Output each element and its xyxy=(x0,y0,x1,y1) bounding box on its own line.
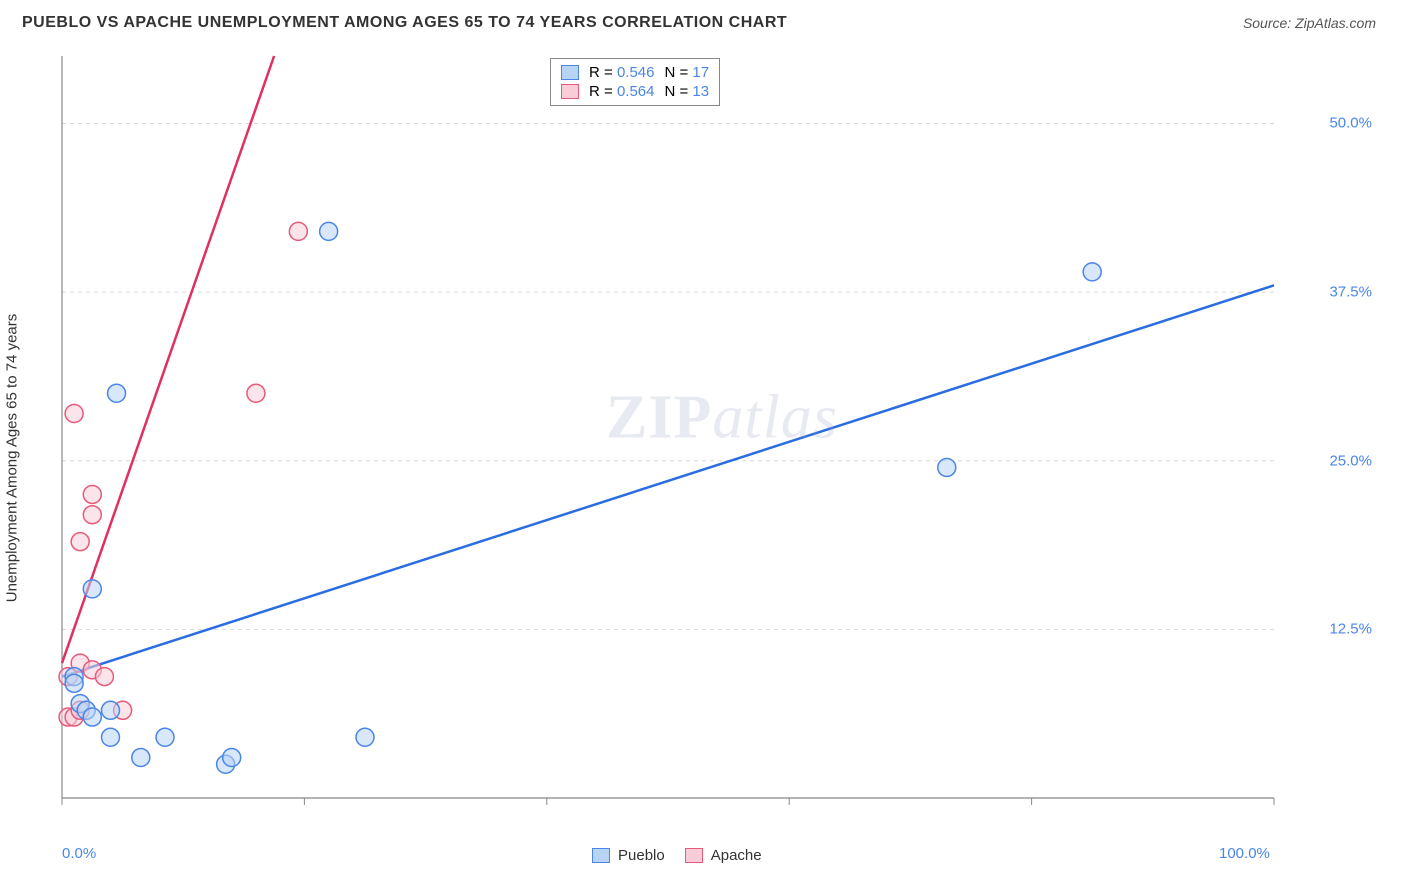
chart-title: PUEBLO VS APACHE UNEMPLOYMENT AMONG AGES… xyxy=(22,14,787,32)
scatter-plot xyxy=(54,48,1334,838)
chart-header: PUEBLO VS APACHE UNEMPLOYMENT AMONG AGES… xyxy=(0,0,1406,42)
pueblo-swatch-icon xyxy=(561,65,579,80)
chart-source: Source: ZipAtlas.com xyxy=(1243,15,1376,31)
y-tick-label: 12.5% xyxy=(1329,621,1372,638)
x-tick-label: 0.0% xyxy=(62,845,96,862)
x-tick-label: 100.0% xyxy=(1219,845,1270,862)
chart-area: Unemployment Among Ages 65 to 74 years Z… xyxy=(22,48,1384,868)
legend-item: Pueblo xyxy=(592,847,665,864)
y-tick-label: 50.0% xyxy=(1329,115,1372,132)
y-tick-label: 37.5% xyxy=(1329,284,1372,301)
apache-swatch-icon xyxy=(561,84,579,99)
stats-legend-row: R = 0.564 N = 13 xyxy=(561,82,709,101)
y-axis-label: Unemployment Among Ages 65 to 74 years xyxy=(4,314,21,603)
legend-item: Apache xyxy=(685,847,762,864)
legend-label: Apache xyxy=(711,847,762,864)
stats-legend-row: R = 0.546 N = 17 xyxy=(561,63,709,82)
apache-swatch-icon xyxy=(685,848,703,863)
y-tick-label: 25.0% xyxy=(1329,452,1372,469)
legend-label: Pueblo xyxy=(618,847,665,864)
series-legend: Pueblo Apache xyxy=(592,847,762,864)
stats-legend: R = 0.546 N = 17 R = 0.564 N = 13 xyxy=(550,58,720,106)
pueblo-swatch-icon xyxy=(592,848,610,863)
